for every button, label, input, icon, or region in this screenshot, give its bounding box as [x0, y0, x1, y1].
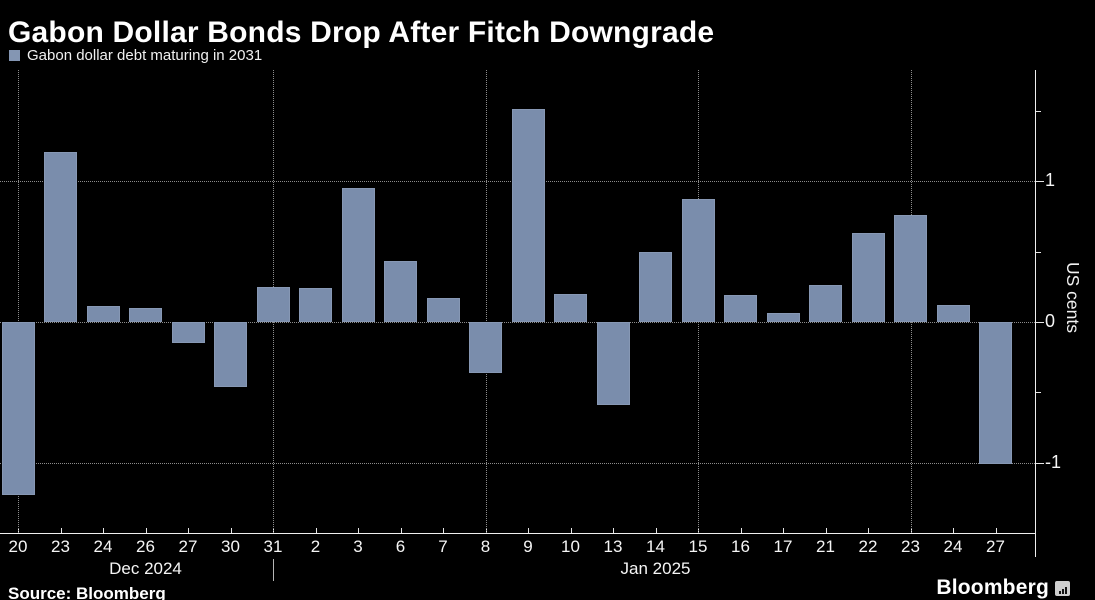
- x-tick: [103, 528, 104, 533]
- gridline-vertical: [485, 70, 487, 533]
- y-axis-line: [1035, 70, 1036, 557]
- x-tick: [825, 528, 827, 533]
- bar: [341, 188, 375, 322]
- bar: [214, 321, 247, 387]
- bar: [724, 295, 757, 322]
- y-tick-minor: [1036, 392, 1041, 394]
- bar: [129, 307, 162, 322]
- bloomberg-logo: Bloomberg: [936, 576, 1070, 600]
- x-tick: [188, 528, 189, 533]
- legend-swatch-icon: [9, 50, 20, 61]
- x-axis-line: [0, 533, 1036, 534]
- x-tick: [570, 528, 572, 533]
- bar: [766, 313, 800, 322]
- bar-chart-icon: [1055, 580, 1070, 596]
- x-tick-label: 23: [51, 537, 70, 556]
- bar: [469, 321, 502, 373]
- x-tick-label: 6: [395, 537, 406, 556]
- bar: [426, 297, 460, 322]
- bar: [809, 285, 842, 322]
- bar: [511, 109, 545, 322]
- y-tick-minor: [1036, 110, 1041, 112]
- x-tick-label: 27: [178, 537, 198, 556]
- x-tick-label: 31: [263, 537, 283, 556]
- bar: [596, 321, 630, 405]
- x-tick-label: 13: [603, 537, 623, 556]
- x-tick-label: 15: [688, 537, 708, 556]
- x-tick-label: 22: [858, 537, 878, 556]
- y-tick: [1036, 181, 1044, 183]
- bar: [1, 321, 35, 495]
- bar: [256, 286, 290, 322]
- plot-area: [0, 70, 1035, 533]
- x-tick-label: 24: [943, 537, 963, 556]
- x-tick-label: 7: [438, 537, 448, 556]
- month-separator: [273, 559, 274, 581]
- x-tick: [953, 528, 954, 533]
- bar: [681, 199, 715, 322]
- bar: [979, 321, 1012, 465]
- bar: [554, 293, 587, 322]
- gridline-vertical: [18, 70, 19, 533]
- x-tick-label: 24: [93, 537, 113, 556]
- bar: [384, 261, 417, 322]
- bar: [936, 305, 970, 322]
- bloomberg-logo-text: Bloomberg: [936, 576, 1049, 599]
- gridline-horizontal: [0, 321, 1035, 323]
- x-tick-label: 17: [773, 537, 793, 556]
- x-tick-label: 20: [8, 537, 28, 556]
- x-tick: [60, 528, 62, 533]
- x-tick: [443, 528, 444, 533]
- x-tick: [868, 528, 869, 533]
- x-tick: [400, 528, 402, 533]
- bar: [299, 288, 332, 322]
- x-tick-label: 16: [731, 537, 750, 556]
- bar: [851, 233, 885, 322]
- x-tick: [655, 528, 657, 533]
- x-tick-label: 27: [986, 537, 1005, 556]
- bar: [171, 321, 205, 343]
- bar: [894, 214, 927, 322]
- x-tick: [995, 528, 997, 533]
- legend-label: Gabon dollar debt maturing in 2031: [27, 47, 263, 64]
- y-tick: [1036, 462, 1044, 464]
- bar: [639, 251, 672, 322]
- y-tick: [1036, 321, 1044, 323]
- x-tick: [613, 528, 614, 533]
- x-tick-label: 30: [221, 537, 240, 556]
- x-tick-label: 8: [480, 537, 491, 556]
- x-tick: [740, 528, 742, 533]
- legend: Gabon dollar debt maturing in 2031: [9, 47, 262, 64]
- y-tick-minor: [1036, 251, 1041, 253]
- x-axis-month-label: Dec 2024: [109, 559, 182, 578]
- y-axis-title: US cents: [1063, 262, 1083, 333]
- x-tick-label: 23: [901, 537, 920, 556]
- x-tick-label: 3: [353, 537, 363, 556]
- x-tick-label: 10: [561, 537, 580, 556]
- x-tick: [145, 528, 147, 533]
- x-tick: [783, 528, 784, 533]
- x-tick: [528, 528, 529, 533]
- gridline-horizontal: [0, 462, 1035, 464]
- bar: [86, 306, 120, 322]
- x-tick: [230, 528, 232, 533]
- x-tick-label: 2: [310, 537, 321, 556]
- source-credit: Source: Bloomberg: [8, 584, 166, 600]
- bar: [44, 151, 77, 322]
- x-tick-label: 9: [523, 537, 533, 556]
- x-axis-month-label: Jan 2025: [620, 559, 691, 578]
- chart-title: Gabon Dollar Bonds Drop After Fitch Down…: [8, 16, 715, 50]
- x-tick-label: 21: [816, 537, 835, 556]
- y-tick-label: -1: [1045, 451, 1062, 472]
- x-tick: [315, 528, 317, 533]
- x-tick-label: 14: [646, 537, 665, 556]
- y-tick-label: 1: [1045, 170, 1056, 191]
- x-tick: [358, 528, 359, 533]
- x-tick-label: 26: [136, 537, 155, 556]
- y-tick-label: 0: [1045, 310, 1056, 331]
